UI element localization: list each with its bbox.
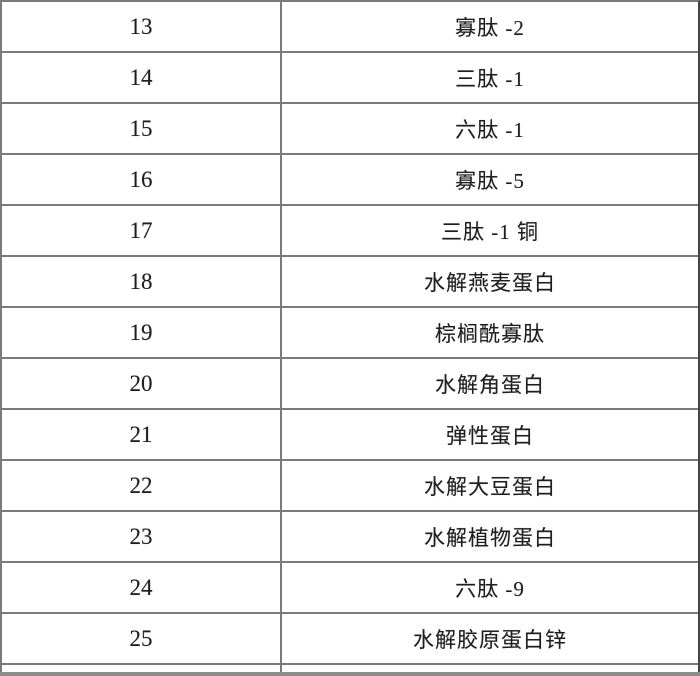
ingredient-name-cell: 六肽 -9 [455, 576, 525, 601]
partial-row-number-cell [2, 665, 282, 672]
table-row: 16 寡肽 -5 [2, 155, 698, 206]
ingredient-name-cell: 六肽 -1 [455, 117, 525, 142]
ingredient-name-cell: 水解植物蛋白 [424, 525, 556, 550]
row-number-cell: 20 [2, 359, 282, 408]
ingredient-name-cell: 水解燕麦蛋白 [424, 270, 556, 295]
row-number-cell: 17 [2, 206, 282, 255]
row-number-cell: 13 [2, 2, 282, 51]
table-row: 22 水解大豆蛋白 [2, 461, 698, 512]
row-number-cell: 21 [2, 410, 282, 459]
table-row: 13 寡肽 -2 [2, 2, 698, 53]
table-row: 15 六肽 -1 [2, 104, 698, 155]
row-number-cell: 14 [2, 53, 282, 102]
ingredient-name-cell: 弹性蛋白 [446, 423, 534, 448]
row-number-cell: 22 [2, 461, 282, 510]
ingredient-name-cell: 三肽 -1 铜 [441, 219, 539, 244]
row-number-cell: 25 [2, 614, 282, 663]
partial-next-row [2, 665, 698, 672]
ingredient-name-cell: 寡肽 -2 [455, 15, 525, 40]
ingredient-name-cell: 寡肽 -5 [455, 168, 525, 193]
table-row: 14 三肽 -1 [2, 53, 698, 104]
ingredient-name-cell: 水解角蛋白 [435, 372, 545, 397]
row-number-cell: 15 [2, 104, 282, 153]
row-number-cell: 24 [2, 563, 282, 612]
table-row: 18 水解燕麦蛋白 [2, 257, 698, 308]
table-row: 24 六肽 -9 [2, 563, 698, 614]
partial-row-name-cell [282, 665, 698, 672]
ingredient-name-cell: 水解胶原蛋白锌 [413, 627, 567, 652]
row-number-cell: 23 [2, 512, 282, 561]
table-row: 19 棕榈酰寡肽 [2, 308, 698, 359]
table-row: 23 水解植物蛋白 [2, 512, 698, 563]
ingredient-name-cell: 棕榈酰寡肽 [435, 321, 545, 346]
ingredient-name-cell: 三肽 -1 [455, 66, 525, 91]
ingredient-name-cell: 水解大豆蛋白 [424, 474, 556, 499]
table-row: 20 水解角蛋白 [2, 359, 698, 410]
table-row: 25 水解胶原蛋白锌 [2, 614, 698, 665]
row-number-cell: 19 [2, 308, 282, 357]
page-cutoff-bar [0, 672, 700, 676]
table-row: 17 三肽 -1 铜 [2, 206, 698, 257]
row-number-cell: 18 [2, 257, 282, 306]
row-number-cell: 16 [2, 155, 282, 204]
table-row: 21 弹性蛋白 [2, 410, 698, 461]
